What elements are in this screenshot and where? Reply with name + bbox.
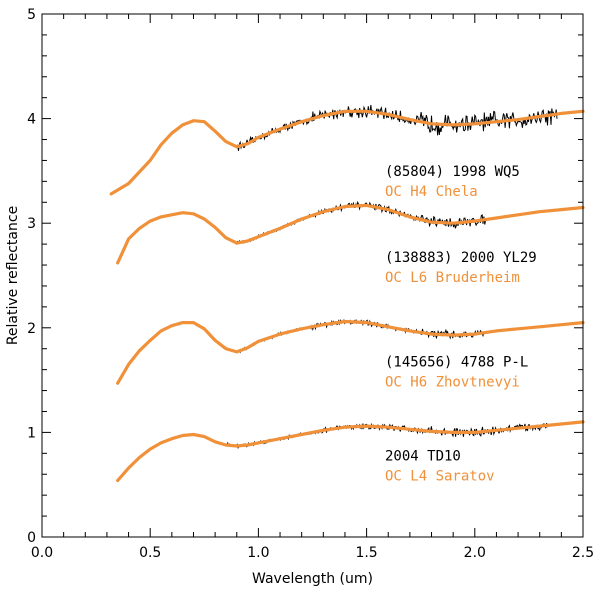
asteroid-label: (138883) 2000 YL29 [385,250,537,266]
y-tick-label: 4 [27,112,36,128]
y-tick-label: 2 [27,321,36,337]
x-tick-label: 0.5 [139,545,161,561]
series-layer [109,104,585,483]
meteorite-label: OC L4 Saratov [385,469,495,485]
y-tick-label: 5 [27,7,36,23]
x-axis-title: Wavelength (um) [252,571,373,587]
y-axis-title: Relative reflectance [5,206,21,345]
axis-ticks: 0.0 0.5 1.0 1.5 2.0 2.5 0 1 2 3 4 5 [27,7,594,561]
asteroid-label: 2004 TD10 [385,449,461,465]
x-tick-label: 2.0 [464,545,486,561]
meteorite-model-curve [116,203,585,265]
series-group [116,200,585,265]
series-labels: (85804) 1998 WQ5 OC H4 Chela (138883) 2000… [385,164,537,485]
y-tick-label: 0 [27,530,36,546]
x-tick-label: 1.0 [247,545,269,561]
meteorite-label: OC H4 Chela [385,184,478,200]
x-tick-label: 0.0 [31,545,53,561]
meteorite-model-curve [116,420,585,483]
asteroid-label: (145656) 4788 P-L [385,355,528,371]
y-tick-label: 3 [27,216,36,232]
x-tick-label: 2.5 [572,545,594,561]
meteorite-label: OC L6 Bruderheim [385,270,520,286]
series-group [109,104,585,196]
plot-frame [41,13,584,538]
asteroid-label: (85804) 1998 WQ5 [385,164,520,180]
series-group [116,318,585,385]
meteorite-model-curve [109,109,585,196]
meteorite-model-curve [116,319,585,385]
y-tick-label: 1 [27,425,36,441]
x-tick-label: 1.5 [355,545,377,561]
meteorite-label: OC H6 Zhovtnevyi [385,375,520,391]
series-group [116,420,585,483]
